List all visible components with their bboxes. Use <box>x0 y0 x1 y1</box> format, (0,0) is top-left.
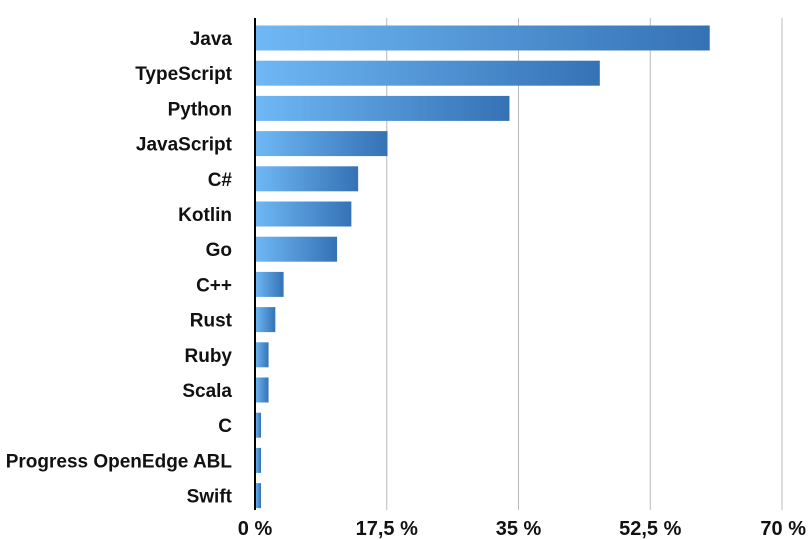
bar <box>255 342 269 368</box>
bar <box>255 25 710 51</box>
x-tick-label: 52,5 % <box>619 518 681 540</box>
category-label: TypeScript <box>135 64 232 85</box>
x-tick-label: 70 % <box>760 518 806 540</box>
bar <box>255 447 262 473</box>
category-label: C++ <box>196 275 232 296</box>
category-label: Kotlin <box>178 205 232 226</box>
bars <box>255 25 710 509</box>
bar <box>255 60 600 86</box>
bar <box>255 412 262 438</box>
category-label: Java <box>190 29 233 50</box>
x-tick-label: 35 % <box>496 518 542 540</box>
bar <box>255 236 338 262</box>
category-label: C# <box>208 170 233 191</box>
category-label: Go <box>206 240 232 261</box>
category-label: JavaScript <box>136 135 233 156</box>
bar <box>255 377 269 403</box>
x-tick-label: 0 % <box>238 518 273 540</box>
bar <box>255 201 352 227</box>
category-label: Ruby <box>185 346 233 367</box>
bar <box>255 483 262 509</box>
bar <box>255 95 510 121</box>
category-label: Swift <box>187 487 233 508</box>
category-label: Progress OpenEdge ABL <box>6 451 233 472</box>
gridlines <box>386 18 783 510</box>
category-label: Python <box>168 99 232 120</box>
bar <box>255 307 276 333</box>
category-label: Rust <box>190 311 233 332</box>
category-labels: Java TypeScript Python JavaScript C# Kotlin Go… <box>6 29 233 508</box>
category-label: Scala <box>182 381 232 402</box>
x-axis-tick-labels: 0 % 17,5 % 35 % 52,5 % 70 % <box>238 518 806 540</box>
bar <box>255 271 284 297</box>
x-tick-label: 17,5 % <box>356 518 418 540</box>
category-label: C <box>218 416 232 437</box>
bar <box>255 131 388 157</box>
bar <box>255 166 359 192</box>
